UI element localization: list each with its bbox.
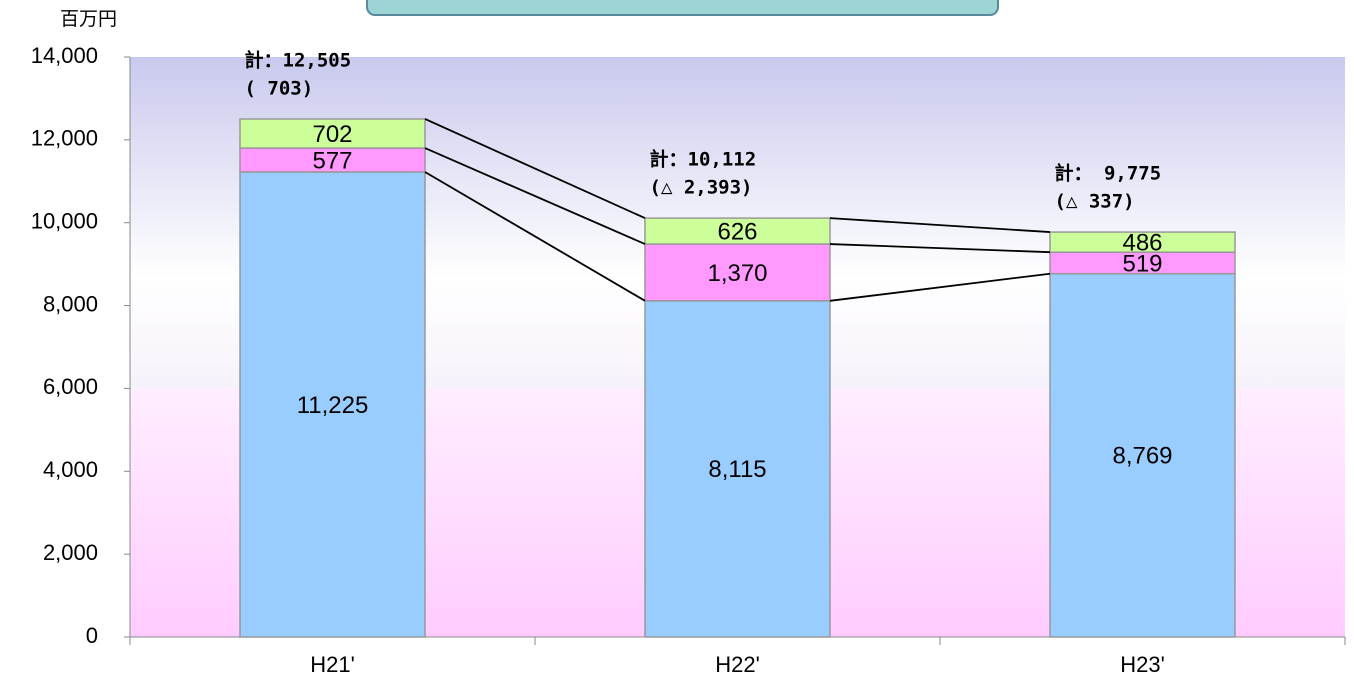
y-unit: 百万円: [60, 9, 117, 30]
total-label: (△ 337): [1055, 191, 1135, 213]
y-tick-label: 0: [86, 623, 98, 648]
total-label: (△ 2,393): [650, 177, 753, 199]
bar-segment: [644, 300, 831, 638]
total-label: 計：12,505: [245, 48, 352, 71]
connector-line: [424, 171, 646, 302]
x-tick-label: H22': [715, 652, 760, 677]
data-label: 8,115: [708, 456, 766, 483]
connector-line: [829, 217, 1051, 233]
header-box: [366, 0, 999, 16]
data-label: 577: [312, 147, 352, 174]
total-label: 計：10,112: [650, 148, 757, 171]
connector-line: [829, 243, 1051, 254]
total-label: ( 703): [245, 77, 314, 99]
bar-segment: [644, 243, 831, 302]
bar-segment: [1049, 231, 1236, 253]
bar-segment: [239, 171, 426, 638]
bar-segment: [644, 217, 831, 245]
y-tick-label: 8,000: [43, 291, 98, 316]
data-label: 11,225: [297, 392, 369, 419]
y-tick-label: 12,000: [31, 126, 98, 151]
data-label: 1,370: [707, 260, 767, 287]
bar-segment: [239, 118, 426, 149]
bar-segment: [1049, 272, 1236, 638]
y-tick-label: 2,000: [43, 540, 98, 565]
data-label: 8,769: [1112, 443, 1172, 470]
y-tick-label: 6,000: [43, 374, 98, 399]
connector-line: [424, 118, 646, 219]
x-tick-label: H21': [310, 652, 355, 677]
total-label: 計： 9,775: [1055, 162, 1162, 185]
data-label: 626: [717, 218, 757, 245]
data-label: 519: [1122, 250, 1162, 277]
y-tick-label: 4,000: [43, 457, 98, 482]
data-label: 702: [312, 121, 352, 148]
y-tick-label: 10,000: [31, 209, 98, 234]
x-tick-label: H23': [1120, 652, 1165, 677]
y-tick-label: 14,000: [31, 43, 98, 68]
data-label: 486: [1122, 229, 1162, 256]
connector-line: [424, 147, 646, 245]
connector-line: [829, 272, 1051, 302]
